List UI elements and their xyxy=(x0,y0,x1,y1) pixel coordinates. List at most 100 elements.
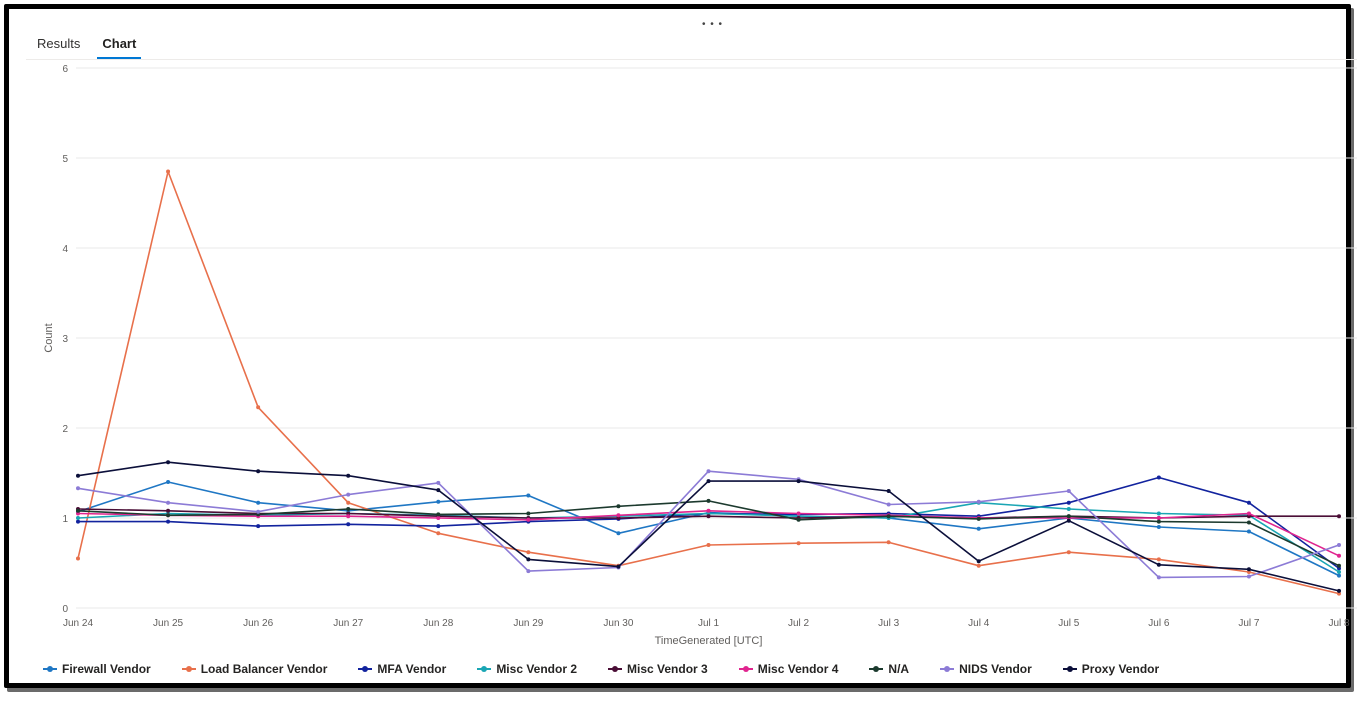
data-point xyxy=(526,550,531,555)
data-point xyxy=(166,480,171,484)
line-chart: 0 1 2 3 4 5 6 Jun 24 Jun 25 Jun 26 Jun 27 Jun 28 Jun… xyxy=(43,64,1357,647)
data-point xyxy=(616,564,621,569)
data-point xyxy=(1246,520,1251,525)
legend-label: MFA Vendor xyxy=(377,662,447,676)
legend-item[interactable]: MFA Vendor xyxy=(358,662,446,676)
data-point xyxy=(436,488,441,493)
data-point xyxy=(166,519,171,524)
data-point xyxy=(256,405,261,410)
data-point xyxy=(1156,525,1161,529)
legend-item[interactable]: Proxy Vendor xyxy=(1062,662,1159,676)
legend-label: NIDS Vendor xyxy=(959,662,1032,676)
y-tick-label: 3 xyxy=(62,334,68,345)
data-point xyxy=(976,499,981,504)
data-point xyxy=(166,500,171,505)
data-point xyxy=(436,480,441,485)
data-point xyxy=(796,541,801,546)
data-point xyxy=(886,540,891,545)
data-point xyxy=(346,492,351,497)
data-point xyxy=(436,499,441,504)
tab-chart[interactable]: Chart xyxy=(91,23,147,59)
data-point xyxy=(436,516,441,520)
data-point xyxy=(1066,514,1071,519)
y-tick-label: 5 xyxy=(62,154,68,165)
data-point xyxy=(1066,507,1071,511)
data-point xyxy=(1337,543,1341,547)
legend-marker-icon xyxy=(181,665,196,673)
data-point xyxy=(166,508,171,513)
data-point xyxy=(1246,511,1251,516)
data-point xyxy=(706,498,711,503)
x-tick-label: Jul 8 xyxy=(1328,618,1350,629)
data-point xyxy=(976,563,981,568)
data-point xyxy=(1156,511,1161,516)
tab-divider xyxy=(26,59,1357,60)
data-point xyxy=(1066,550,1071,555)
x-tick-label: Jul 1 xyxy=(698,618,720,629)
view-tabs: Results Chart xyxy=(26,23,147,59)
legend-item[interactable]: NIDS Vendor xyxy=(940,662,1032,676)
data-point xyxy=(706,469,711,474)
drag-handle-icon[interactable]: • • • xyxy=(702,19,724,30)
x-tick-label: Jul 3 xyxy=(878,618,900,629)
x-tick-label: Jul 6 xyxy=(1148,618,1170,629)
data-point xyxy=(346,522,351,527)
data-point xyxy=(976,526,981,531)
data-point xyxy=(76,486,80,491)
data-point xyxy=(1246,574,1251,579)
data-point xyxy=(526,493,531,498)
x-tick-label: Jun 24 xyxy=(63,618,93,629)
data-point xyxy=(76,508,80,513)
legend-item[interactable]: Firewall Vendor xyxy=(43,662,151,676)
legend-label: Load Balancer Vendor xyxy=(200,662,328,676)
legend-marker-icon xyxy=(477,665,492,673)
data-point xyxy=(1156,562,1161,567)
x-tick-label: Jun 26 xyxy=(243,618,273,629)
x-axis-title: TimeGenerated [UTC] xyxy=(655,635,763,647)
data-point xyxy=(886,502,891,507)
legend-item[interactable]: Misc Vendor 4 xyxy=(738,662,838,676)
legend-item[interactable]: N/A xyxy=(869,662,909,676)
data-point xyxy=(76,473,80,478)
y-tick-label: 0 xyxy=(62,604,68,615)
tab-results[interactable]: Results xyxy=(37,36,81,51)
legend-item[interactable]: Misc Vendor 2 xyxy=(477,662,577,676)
data-point xyxy=(976,559,981,564)
series-line xyxy=(77,481,1340,577)
data-point xyxy=(706,543,711,547)
data-point xyxy=(166,460,171,465)
y-axis-title: Count xyxy=(43,323,55,352)
data-point xyxy=(1156,519,1161,524)
data-point xyxy=(346,500,351,505)
data-point xyxy=(76,556,80,561)
x-tick-label: Jun 25 xyxy=(153,618,183,629)
x-tick-label: Jul 4 xyxy=(968,618,990,629)
x-tick-label: Jun 28 xyxy=(423,618,453,629)
window-frame: • • • Results Chart 0 1 2 3 4 5 6 Jun 24 Jun 25 J… xyxy=(4,4,1357,688)
data-point xyxy=(706,508,711,513)
legend-marker-icon xyxy=(358,665,373,673)
data-point xyxy=(166,169,171,174)
legend-item[interactable]: Load Balancer Vendor xyxy=(181,662,328,676)
data-point xyxy=(976,516,981,521)
data-point xyxy=(256,500,261,505)
data-point xyxy=(1156,475,1161,480)
data-point xyxy=(1066,500,1071,505)
legend-marker-icon xyxy=(869,665,884,673)
chart-legend: Firewall Vendor Load Balancer Vendor MFA V… xyxy=(43,662,1190,676)
legend-marker-icon xyxy=(1062,665,1077,673)
legend-label: N/A xyxy=(888,662,910,676)
x-tick-label: Jun 29 xyxy=(513,618,543,629)
data-point xyxy=(346,473,351,478)
y-tick-label: 1 xyxy=(62,514,68,525)
data-point xyxy=(616,531,621,536)
data-point xyxy=(1337,514,1341,519)
legend-label: Misc Vendor 2 xyxy=(496,662,578,676)
data-point xyxy=(616,513,621,518)
series-line xyxy=(78,476,1340,570)
x-tick-label: Jun 27 xyxy=(333,618,363,629)
data-point xyxy=(1337,563,1341,568)
data-point xyxy=(346,514,351,519)
legend-item[interactable]: Misc Vendor 3 xyxy=(608,662,708,676)
data-point xyxy=(1337,553,1341,558)
